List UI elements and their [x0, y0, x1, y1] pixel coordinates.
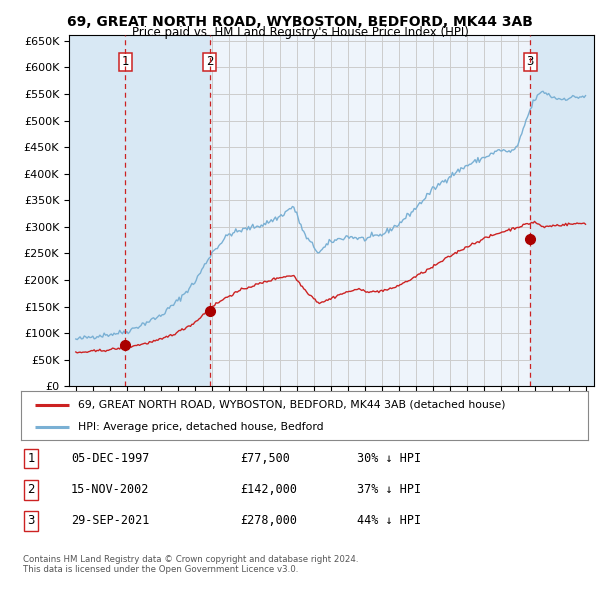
- Bar: [530, 35, 594, 386]
- Text: 3: 3: [527, 55, 534, 68]
- Text: 1: 1: [122, 55, 129, 68]
- Text: £278,000: £278,000: [240, 514, 297, 527]
- Text: £77,500: £77,500: [240, 452, 290, 465]
- Text: 69, GREAT NORTH ROAD, WYBOSTON, BEDFORD, MK44 3AB: 69, GREAT NORTH ROAD, WYBOSTON, BEDFORD,…: [67, 15, 533, 29]
- Text: 69, GREAT NORTH ROAD, WYBOSTON, BEDFORD, MK44 3AB (detached house): 69, GREAT NORTH ROAD, WYBOSTON, BEDFORD,…: [78, 399, 505, 409]
- Text: 15-NOV-2002: 15-NOV-2002: [71, 483, 149, 496]
- Text: 2: 2: [206, 55, 213, 68]
- Text: 05-DEC-1997: 05-DEC-1997: [71, 452, 149, 465]
- Text: 2: 2: [28, 483, 35, 496]
- Text: 30% ↓ HPI: 30% ↓ HPI: [357, 452, 421, 465]
- Text: HPI: Average price, detached house, Bedford: HPI: Average price, detached house, Bedf…: [78, 422, 323, 432]
- Text: Contains HM Land Registry data © Crown copyright and database right 2024.: Contains HM Land Registry data © Crown c…: [23, 555, 358, 563]
- Text: 37% ↓ HPI: 37% ↓ HPI: [357, 483, 421, 496]
- Text: This data is licensed under the Open Government Licence v3.0.: This data is licensed under the Open Gov…: [23, 565, 298, 574]
- Text: 1: 1: [28, 452, 35, 465]
- Bar: [69, 35, 125, 386]
- Text: 3: 3: [28, 514, 35, 527]
- Text: Price paid vs. HM Land Registry's House Price Index (HPI): Price paid vs. HM Land Registry's House …: [131, 26, 469, 39]
- Text: £142,000: £142,000: [240, 483, 297, 496]
- Text: 29-SEP-2021: 29-SEP-2021: [71, 514, 149, 527]
- Text: 44% ↓ HPI: 44% ↓ HPI: [357, 514, 421, 527]
- Bar: [125, 35, 209, 386]
